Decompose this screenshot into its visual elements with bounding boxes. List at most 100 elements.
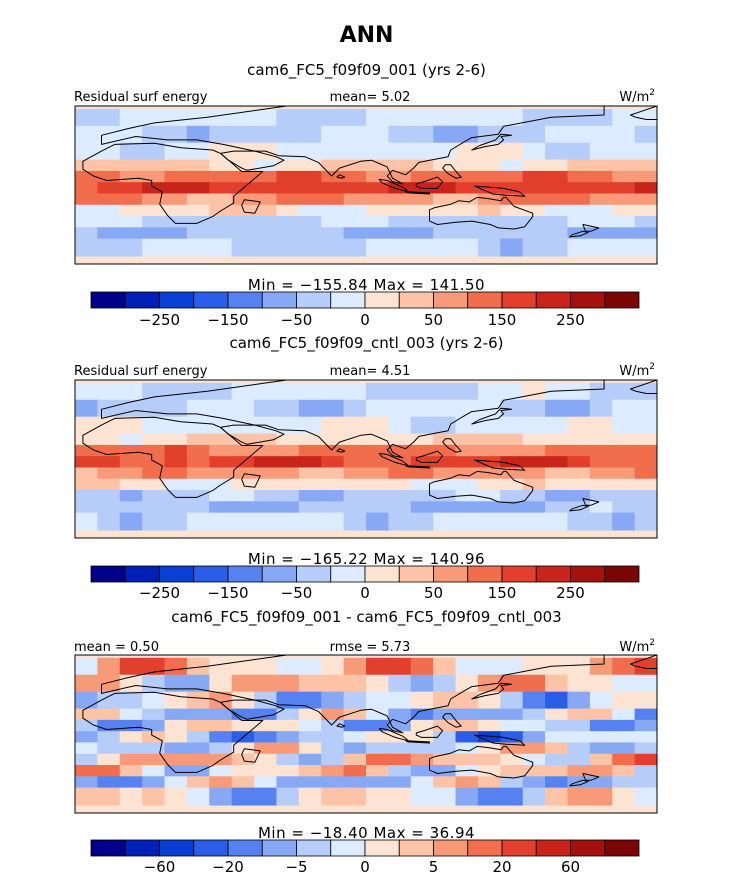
field-cell [567, 416, 591, 435]
field-cell [410, 382, 435, 401]
field-cell [298, 382, 323, 401]
field-cell [343, 108, 367, 127]
field-cell [410, 142, 435, 161]
coastline [429, 745, 534, 779]
field-cell [477, 512, 502, 531]
field-cell [321, 125, 345, 144]
colorbar-swatch [570, 839, 606, 857]
field-cell [186, 238, 211, 257]
field-cell [321, 787, 345, 806]
field-cell [433, 691, 457, 710]
field-cell [142, 787, 166, 806]
field-cell [545, 238, 569, 257]
field-cell [164, 238, 188, 257]
colorbar-swatch [570, 565, 606, 583]
colorbar-tick-label: −20 [212, 858, 244, 876]
coastline [471, 407, 512, 425]
field-cell [298, 512, 323, 531]
field-cell [75, 691, 99, 710]
field-cell [97, 512, 121, 531]
field-cell [388, 416, 412, 435]
field-cell [254, 657, 278, 676]
field-cell [500, 416, 524, 435]
field-cell [119, 674, 144, 693]
field-cell [545, 416, 569, 435]
panel-title: cam6_FC5_f09f09_001 (yrs 2-6) [247, 61, 486, 80]
colorbar-swatch [227, 291, 263, 309]
field-cell [231, 108, 256, 127]
field-cell [343, 125, 367, 144]
coastline [429, 470, 534, 504]
field-cell [164, 512, 188, 531]
coastline [474, 459, 526, 471]
field-cell [164, 108, 188, 127]
coastline [429, 196, 534, 230]
colorbar-tick-label: −150 [207, 584, 248, 602]
field-cell [589, 512, 614, 531]
coastline [668, 162, 672, 163]
colorbar-swatch [467, 291, 503, 309]
field-cell [254, 125, 278, 144]
field-cell [97, 657, 121, 676]
field-cell [343, 787, 367, 806]
colorbar-swatch [433, 839, 469, 857]
field-cell [500, 674, 524, 693]
field-cell [455, 382, 479, 401]
field-cell [634, 399, 657, 418]
field-cell [276, 787, 300, 806]
field-cell [589, 142, 614, 161]
field-cell [545, 142, 569, 161]
coastline [101, 106, 605, 185]
field-cell [298, 657, 323, 676]
colorbar-swatch [570, 291, 606, 309]
map-frame [74, 654, 658, 814]
field-cell [477, 787, 502, 806]
field-cell [589, 416, 614, 435]
field-cell [119, 512, 144, 531]
field-cell [634, 512, 657, 531]
field-cell [209, 238, 233, 257]
field-cell [186, 691, 211, 710]
field-cell [276, 657, 300, 676]
colorbar-swatch [467, 565, 503, 583]
field-cell [410, 125, 435, 144]
min-max-label: Min = −155.84 Max = 141.50 [248, 276, 485, 294]
coastline [405, 740, 430, 744]
colorbar-swatch [124, 291, 160, 309]
field-cell [75, 399, 99, 418]
field-cell [298, 691, 323, 710]
field-cell [545, 787, 569, 806]
colorbar-tick-label: −250 [139, 584, 180, 602]
field-cell [612, 691, 636, 710]
field-cell [634, 787, 657, 806]
colorbar-tick-label: 150 [488, 311, 517, 329]
coastline [474, 185, 526, 197]
field-cell [433, 416, 457, 435]
panel-1: cam6_FC5_f09f09_001 (yrs 2-6) Residual su… [74, 61, 672, 329]
field-cell [119, 787, 144, 806]
colorbar-swatch [261, 291, 297, 309]
field-cell [455, 108, 479, 127]
field-cell [522, 416, 547, 435]
colorbar-swatch [604, 291, 640, 309]
field-cell [455, 512, 479, 531]
field-cell [634, 108, 657, 127]
field-cell [500, 399, 524, 418]
field-cell [410, 512, 435, 531]
field-cell [186, 142, 211, 161]
field-cell [612, 125, 636, 144]
coastline [471, 133, 512, 151]
field-cell [477, 382, 502, 401]
colorbar: −250 −150 −50 0 50 150 250 [90, 565, 640, 602]
field-cell [366, 512, 390, 531]
field-cell [589, 238, 614, 257]
field-cell [321, 108, 345, 127]
coastline [471, 682, 512, 700]
field-cell [209, 657, 233, 676]
field-cell [186, 674, 211, 693]
field-cell [366, 674, 390, 693]
field-cell [522, 787, 547, 806]
field-cell [343, 657, 367, 676]
field-cell [612, 382, 636, 401]
field-cell [500, 787, 524, 806]
